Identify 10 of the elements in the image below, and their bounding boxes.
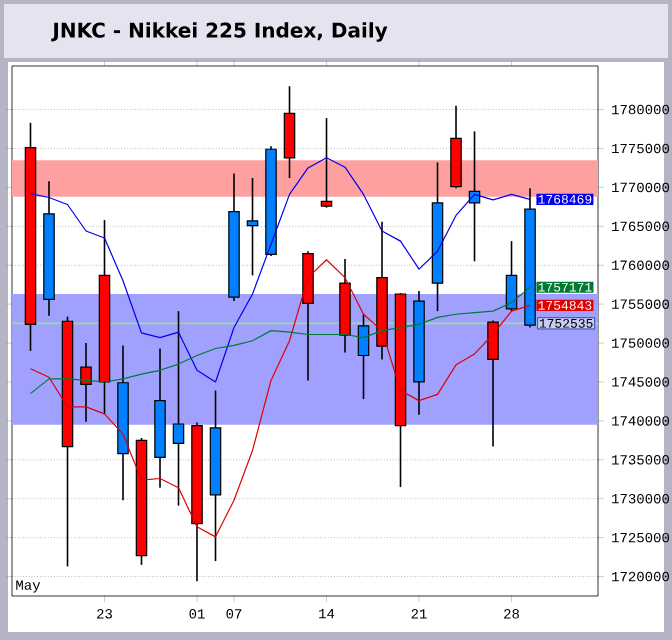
- line-series: [29, 157, 531, 383]
- candlestick: [283, 85, 296, 179]
- candlestick: [172, 310, 185, 507]
- candlestick: [80, 342, 92, 423]
- chart-title: JNKC - Nikkei 225 Index, Daily: [51, 22, 388, 42]
- line-series: [29, 259, 531, 538]
- candlestick: [487, 319, 499, 448]
- candlestick: [357, 313, 370, 400]
- candlestick: [320, 117, 333, 209]
- candlestick: [246, 177, 259, 277]
